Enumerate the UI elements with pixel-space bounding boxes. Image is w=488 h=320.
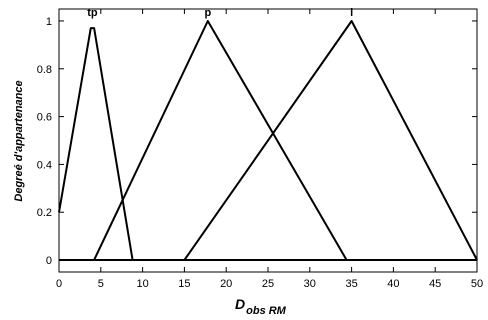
y-tick-label: 0.2	[37, 207, 52, 219]
series-p-label: p	[204, 7, 211, 19]
x-tick-label: 35	[345, 278, 357, 290]
y-tick-label: 0	[46, 255, 52, 267]
axis-ticks: 0 5 10 15 20 25 30 35 40 45 50 0 0.2 0.4 0.6 0.8 1	[37, 9, 483, 290]
series-labels: tp p l	[87, 7, 353, 19]
x-tick-label: 45	[429, 278, 441, 290]
series-tp-line	[58, 27, 477, 261]
y-axis-title: Degreé d'appartenance	[13, 80, 25, 201]
x-tick-label: 25	[262, 278, 274, 290]
x-tick-label: 30	[304, 278, 316, 290]
x-tick-label: 0	[56, 278, 62, 290]
x-tick-label: 50	[471, 278, 483, 290]
series-l-line	[59, 20, 478, 261]
y-tick-label: 1	[46, 16, 52, 28]
series-tp-label: tp	[87, 7, 98, 19]
x-tick-label: 5	[98, 278, 104, 290]
y-tick-label: 0.8	[37, 64, 52, 76]
x-axis-title: Dobs RM	[235, 296, 287, 317]
x-tick-label: 20	[220, 278, 232, 290]
x-tick-label: 15	[178, 278, 190, 290]
series-lines	[58, 20, 478, 261]
x-axis-title-main: D	[235, 296, 245, 312]
x-axis-title-subscript: obs RM	[246, 305, 287, 317]
x-tick-label: 40	[387, 278, 399, 290]
y-tick-label: 0.4	[37, 159, 52, 171]
y-tick-label: 0.6	[37, 112, 52, 124]
series-l-label: l	[350, 7, 353, 19]
x-tick-label: 10	[136, 278, 148, 290]
